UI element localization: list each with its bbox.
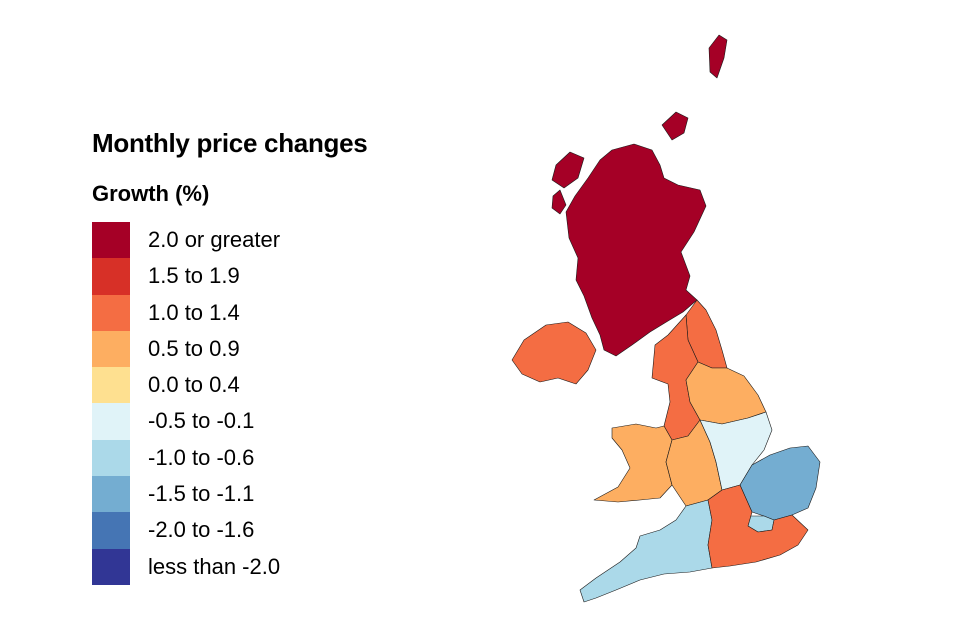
uk-region-map: Scotland: 2.0 or greater Northern Irelan… <box>511 34 821 603</box>
legend-label: -0.5 to -0.1 <box>148 408 255 434</box>
legend-item: -0.5 to -0.1 <box>92 403 392 440</box>
legend-item: 0.0 to 0.4 <box>92 367 392 404</box>
legend-label: less than -2.0 <box>148 553 281 579</box>
region-south-west[interactable]: South West: -1.0 to -0.6 <box>579 499 713 603</box>
legend-swatch <box>92 222 130 259</box>
legend-label: -2.0 to -1.6 <box>148 517 255 543</box>
legend-title: Monthly price changes <box>92 128 368 158</box>
legend-item: less than -2.0 <box>92 548 392 585</box>
legend-swatch <box>92 548 130 585</box>
legend-swatch <box>92 330 130 368</box>
region-northern-ireland[interactable]: Northern Ireland: 1.0 to 1.4 <box>511 321 597 385</box>
legend-swatch <box>92 367 130 404</box>
legend-item: 2.0 or greater <box>92 222 392 259</box>
region-scotland[interactable]: Scotland: 2.0 or greater <box>551 34 728 357</box>
legend-item: 1.0 to 1.4 <box>92 294 392 331</box>
legend-label: 2.0 or greater <box>148 227 281 252</box>
legend-swatch <box>92 439 130 477</box>
legend-subtitle: Growth (%) <box>92 181 210 206</box>
legend: 2.0 or greater 1.5 to 1.9 1.0 to 1.4 0.5… <box>92 222 392 585</box>
legend-item: 1.5 to 1.9 <box>92 258 392 295</box>
region-south-east[interactable]: South East: 1.0 to 1.4 <box>707 484 809 569</box>
legend-label: 0.5 to 0.9 <box>148 335 240 361</box>
region-wales[interactable]: Wales: 0.5 to 0.9 <box>593 423 673 503</box>
legend-label: 0.0 to 0.4 <box>148 372 240 398</box>
legend-label: -1.5 to -1.1 <box>148 481 255 507</box>
legend-item: -2.0 to -1.6 <box>92 512 392 549</box>
legend-swatch <box>92 512 130 549</box>
legend-item: -1.5 to -1.1 <box>92 476 392 513</box>
legend-label: -1.0 to -0.6 <box>148 444 255 470</box>
legend-label: 1.0 to 1.4 <box>148 299 240 325</box>
legend-swatch <box>92 403 130 440</box>
legend-swatch <box>92 476 130 513</box>
legend-swatch <box>92 294 130 331</box>
region-east-midlands[interactable]: East Midlands: -0.5 to -0.1 <box>699 411 773 491</box>
region-yorkshire[interactable]: Yorkshire and The Humber: 0.5 to 0.9 <box>685 361 767 425</box>
legend-swatch <box>92 258 130 295</box>
legend-item: -1.0 to -0.6 <box>92 439 392 477</box>
legend-item: 0.5 to 0.9 <box>92 330 392 368</box>
legend-label: 1.5 to 1.9 <box>148 263 240 289</box>
